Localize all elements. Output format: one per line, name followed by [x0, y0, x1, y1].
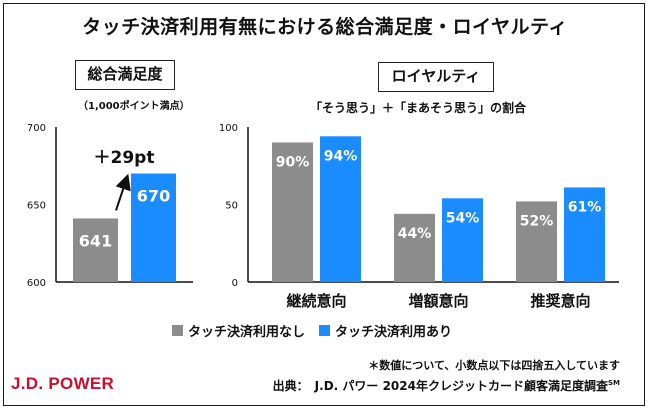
chart-title: タッチ決済利用有無における総合満足度・ロイヤルティ — [82, 16, 568, 38]
right-bar-label: 94% — [324, 148, 358, 164]
legend: タッチ決済利用なし タッチ決済利用あり — [172, 321, 466, 340]
right-bar — [320, 136, 361, 282]
right-bar-label: 44% — [398, 226, 432, 242]
left-panel-heading: 総合満足度 — [75, 60, 175, 90]
right-x-tick-label: 推奨意向 — [530, 292, 590, 310]
left-bar — [131, 173, 176, 282]
right-bar — [442, 198, 483, 282]
right-bar — [272, 142, 313, 282]
right-panel-heading: ロイヤルティ — [378, 62, 494, 92]
right-bar-label: 54% — [446, 210, 480, 226]
right-y-tick-label: 0 — [232, 278, 238, 289]
right-bar-label: 52% — [520, 213, 554, 229]
increase-arrow — [115, 173, 131, 211]
source: 出典： J.D. パワー 2024年クレジットカード顧客満足度調査SM — [273, 377, 620, 394]
legend-label-with: タッチ決済利用あり — [335, 325, 453, 340]
left-bar-label: 641 — [79, 231, 112, 250]
right-bar-label: 61% — [568, 199, 602, 215]
right-x-tick-label: 増額意向 — [408, 292, 468, 310]
right-panel-subtitle: 「そう思う」＋「まあそう思う」の割合 — [310, 101, 527, 115]
legend-swatch-with — [319, 325, 331, 336]
left-y-tick-label: 650 — [27, 201, 46, 212]
right-bar — [516, 201, 557, 282]
left-bar-label: 670 — [137, 187, 170, 206]
right-y-tick-label: 100 — [219, 123, 238, 134]
right-bar-label: 90% — [276, 155, 310, 171]
figure-frame — [3, 3, 645, 406]
increase-annotation: ＋29pt — [94, 148, 155, 168]
left-bar — [73, 218, 118, 282]
legend-swatch-none — [172, 325, 183, 336]
legend-item-none: タッチ決済利用なし — [172, 321, 305, 340]
left-panel-note: （1,000ポイント満点） — [78, 101, 190, 112]
jd-power-logo: J.D. POWER — [11, 374, 115, 393]
source-text: 出典： J.D. パワー 2024年クレジットカード顧客満足度調査 — [272, 379, 608, 393]
legend-item-with: タッチ決済利用あり — [319, 321, 452, 340]
left-y-tick-label: 600 — [27, 278, 46, 289]
left-y-tick-label: 700 — [27, 123, 46, 134]
footnote: ＊数値について、小数点以下は四捨五入しています — [368, 359, 620, 372]
legend-label-none: タッチ決済利用なし — [188, 325, 306, 340]
right-bar — [394, 213, 435, 282]
source-mark: SM — [607, 379, 620, 387]
right-bar — [564, 187, 605, 282]
right-x-tick-label: 継続意向 — [286, 292, 346, 310]
right-y-tick-label: 50 — [225, 201, 238, 212]
